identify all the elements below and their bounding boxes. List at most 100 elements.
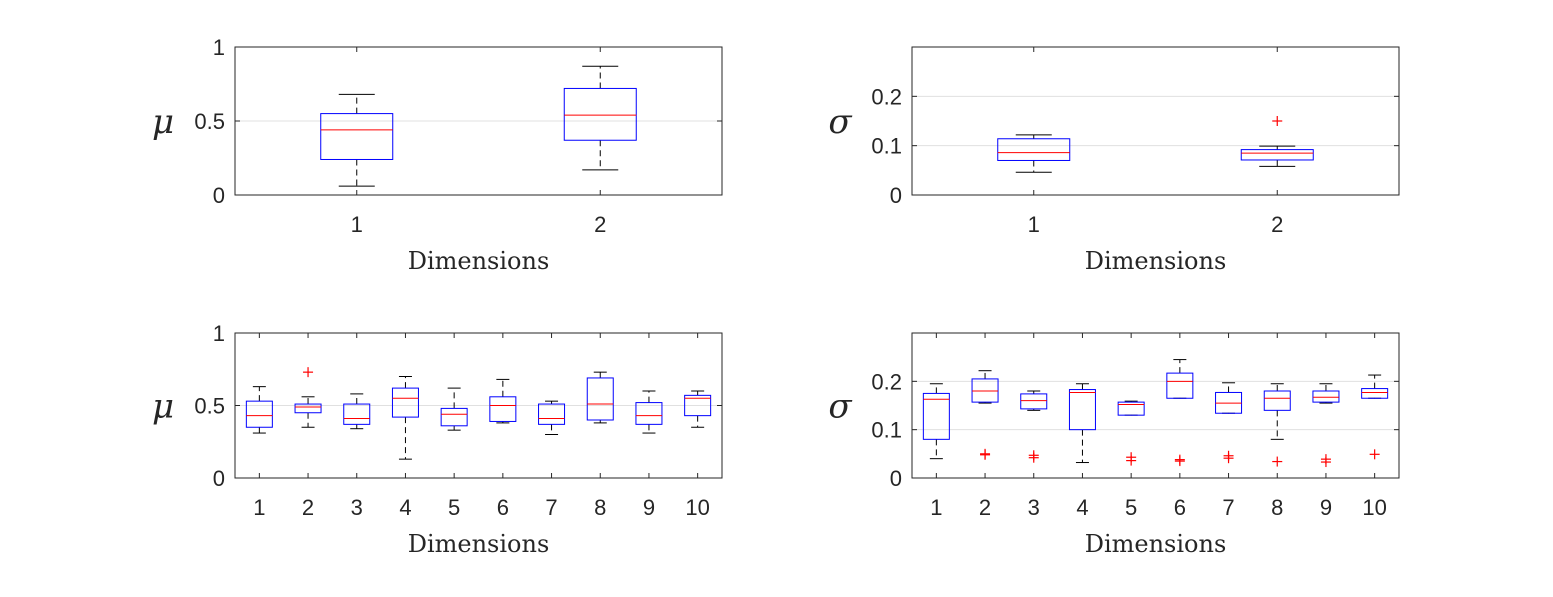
box-iqr: [391, 387, 419, 418]
x-tick-label: 6: [1174, 495, 1186, 520]
x-tick-label: 6: [497, 495, 509, 520]
box-7: [538, 400, 566, 435]
box-iqr: [586, 377, 614, 421]
box-2: [971, 370, 999, 460]
x-tick-label: 2: [302, 495, 314, 520]
x-tick-label: 2: [594, 212, 606, 237]
y-tick-label: 0.1: [871, 418, 902, 443]
box-2: [294, 367, 322, 428]
x-axis-label: Dimensions: [408, 530, 550, 558]
box-3: [1020, 390, 1048, 463]
x-tick-label: 7: [545, 495, 557, 520]
box-iqr: [1263, 390, 1291, 411]
x-tick-label: 10: [1362, 495, 1386, 520]
box-10: [1361, 374, 1389, 460]
outlier-marker: [1126, 455, 1137, 466]
outlier-marker: [1174, 456, 1185, 467]
box-iqr: [684, 394, 712, 417]
box-iqr: [1361, 388, 1389, 399]
box-6: [1166, 359, 1194, 467]
x-tick-label: 1: [930, 495, 942, 520]
box-iqr: [320, 113, 394, 160]
y-tick-label: 0: [213, 466, 225, 491]
outlier-marker: [1369, 449, 1380, 460]
outlier-marker: [1028, 452, 1039, 463]
box-4: [1068, 383, 1096, 464]
box-iqr: [245, 400, 273, 428]
box-iqr: [563, 87, 637, 141]
x-tick-label: 7: [1222, 495, 1234, 520]
box-1: [922, 383, 950, 460]
box-iqr: [489, 396, 517, 422]
box-10: [684, 390, 712, 428]
chart-panel-4: 0 0.1 0.2 1 2 3 4 5 6 7 8 9 10 Dimensions σ: [828, 332, 1400, 558]
outlier-marker: [980, 449, 991, 460]
box-8: [1263, 383, 1291, 467]
box-1: [320, 93, 394, 187]
box-9: [1312, 383, 1340, 468]
y-axis-label: σ: [828, 102, 852, 142]
box-8: [586, 371, 614, 424]
x-tick-label: 2: [1271, 212, 1283, 237]
y-tick-label: 1: [213, 321, 225, 346]
x-tick-label: 5: [448, 495, 460, 520]
x-tick-label: 1: [351, 212, 363, 237]
x-tick-label: 8: [594, 495, 606, 520]
box-5: [440, 387, 468, 431]
box-4: [391, 376, 419, 460]
y-tick-label: 0.5: [194, 109, 225, 134]
x-tick-label: 4: [1076, 495, 1088, 520]
outlier-marker: [1272, 116, 1283, 126]
axes-frame: [911, 46, 1400, 196]
outlier-marker: [303, 367, 314, 378]
y-axis-label: μ: [152, 387, 174, 427]
x-tick-label: 2: [979, 495, 991, 520]
y-axis-label: μ: [152, 102, 174, 142]
x-tick-label: 3: [1028, 495, 1040, 520]
box-5: [1117, 400, 1145, 466]
chart-panel-3: 0 0.5 1 1 2 3 4 5 6 7 8 9 10 Dimensions μ: [152, 321, 723, 558]
chart-panel-1: 0 0.5 1 1 2 Dimensions μ: [152, 35, 723, 275]
chart-panel-2: 0 0.1 0.2 1 2 Dimensions σ: [828, 46, 1400, 275]
y-tick-label: 0.5: [194, 394, 225, 419]
y-tick-label: 0.2: [871, 369, 902, 394]
y-tick-label: 0: [890, 183, 902, 208]
box-iqr: [922, 392, 950, 440]
box-iqr: [343, 403, 371, 425]
box-9: [635, 390, 663, 434]
y-tick-label: 0: [890, 466, 902, 491]
box-iqr: [1166, 372, 1194, 399]
box-6: [489, 378, 517, 424]
box-iqr: [1117, 401, 1145, 416]
x-tick-label: 1: [253, 495, 265, 520]
box-iqr: [1068, 389, 1096, 431]
box-7: [1215, 382, 1243, 464]
x-tick-label: 3: [351, 495, 363, 520]
y-tick-label: 0.2: [871, 84, 902, 109]
y-tick-label: 0: [213, 183, 225, 208]
x-tick-label: 9: [643, 495, 655, 520]
box-2: [1240, 116, 1314, 167]
x-tick-label: 9: [1320, 495, 1332, 520]
box-3: [343, 393, 371, 430]
x-tick-label: 5: [1125, 495, 1137, 520]
x-tick-label: 10: [685, 495, 709, 520]
box-iqr: [635, 402, 663, 425]
x-axis-label: Dimensions: [1085, 530, 1227, 558]
axes-frame: [911, 332, 1400, 479]
x-axis-label: Dimensions: [1085, 247, 1227, 275]
box-1: [245, 386, 273, 434]
outlier-marker: [1272, 456, 1283, 467]
y-tick-label: 1: [213, 35, 225, 60]
box-1: [997, 134, 1071, 173]
box-iqr: [1020, 393, 1048, 410]
box-iqr: [440, 407, 468, 427]
outlier-marker: [1223, 453, 1234, 464]
box-2: [563, 65, 637, 171]
outlier-marker: [1320, 457, 1331, 468]
box-iqr: [997, 138, 1071, 161]
box-iqr: [294, 403, 322, 414]
x-tick-label: 1: [1028, 212, 1040, 237]
box-iqr: [1240, 149, 1314, 161]
